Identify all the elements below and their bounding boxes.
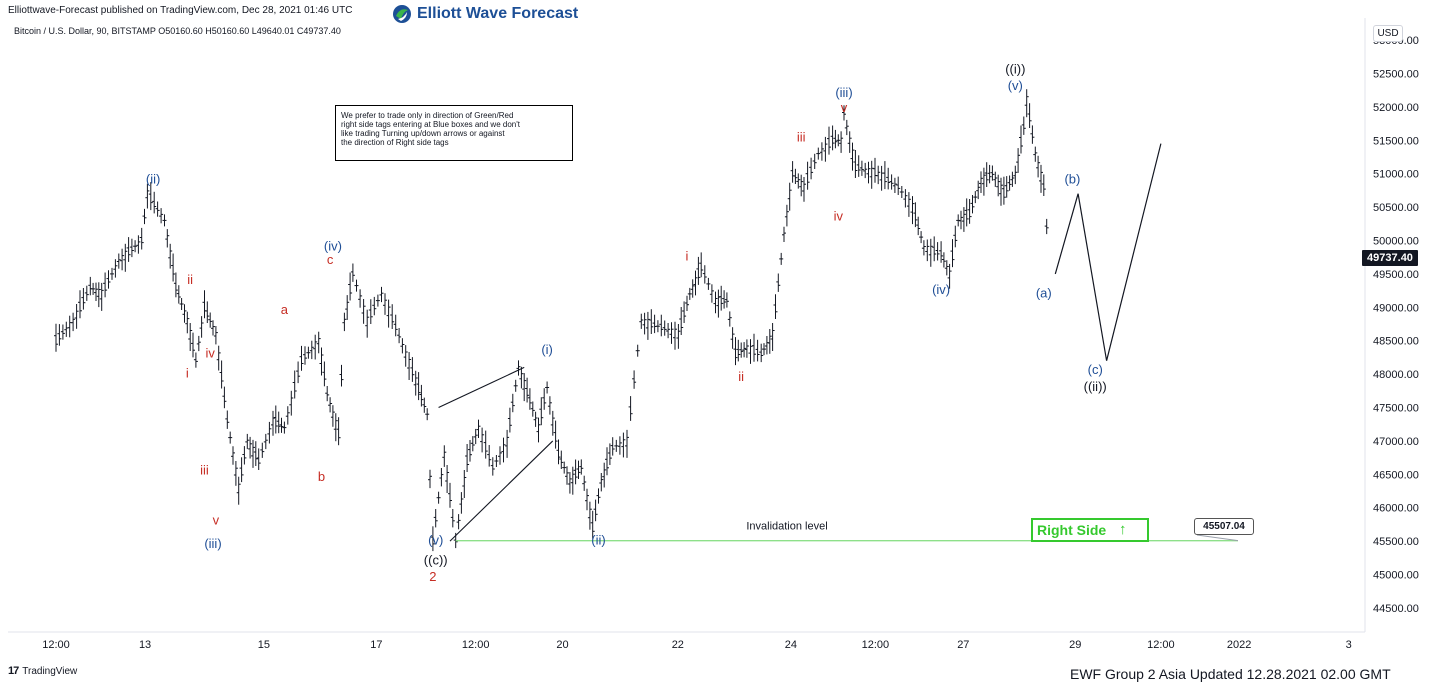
x-tick-label: 22 — [672, 639, 684, 651]
x-tick-label: 27 — [957, 639, 969, 651]
y-tick-label: 45000.00 — [1373, 570, 1419, 582]
invalidation-leader-line — [1196, 534, 1239, 542]
x-tick-label: 12:00 — [1147, 639, 1175, 651]
right-side-label: Right Side — [1037, 522, 1107, 538]
wave-label: (iii) — [204, 536, 221, 551]
y-tick-label: 50000.00 — [1373, 235, 1419, 247]
brand-name: Elliott Wave Forecast — [417, 5, 579, 22]
x-tick-label: 20 — [556, 639, 568, 651]
y-tick-label: 51500.00 — [1373, 135, 1419, 147]
y-tick-label: 46000.00 — [1373, 503, 1419, 515]
wave-projection-path — [1054, 143, 1162, 361]
wave-label: v — [213, 512, 220, 527]
y-tick-label: 44500.00 — [1373, 603, 1419, 615]
ewf-globe-icon — [393, 5, 411, 23]
wedge-trendline — [449, 440, 554, 542]
wave-label: (v) — [1008, 78, 1023, 93]
wave-label: c — [327, 252, 334, 267]
published-credit: Elliottwave-Forecast published on Tradin… — [8, 5, 353, 16]
wave-label: (i) — [541, 342, 553, 357]
currency-badge[interactable]: USD — [1373, 25, 1403, 42]
wave-label: ii — [738, 369, 744, 384]
x-tick-label: 15 — [258, 639, 270, 651]
wave-label: ((ii)) — [1084, 379, 1107, 394]
x-tick-label: 2022 — [1227, 639, 1251, 651]
tradingview-logo-text: TradingView — [22, 665, 78, 677]
trading-note-box: We prefer to trade only in direction of … — [335, 105, 573, 161]
wave-label: i — [186, 366, 189, 381]
invalidation-price-label: 45507.04 — [1194, 518, 1254, 535]
note-line: We prefer to trade only in direction of … — [341, 111, 514, 120]
y-tick-label: 52500.00 — [1373, 68, 1419, 80]
wave-label: (ii) — [146, 172, 160, 187]
brand-logo: Elliott Wave Forecast — [392, 4, 578, 24]
wave-label: iv — [834, 208, 844, 223]
right-side-tag: Right Side ↑ — [1031, 518, 1149, 542]
x-tick-label: 12:00 — [862, 639, 890, 651]
wave-label: v — [841, 100, 848, 115]
wave-label: ((c)) — [424, 553, 448, 568]
x-tick-label: 17 — [370, 639, 382, 651]
wave-labels: (ii)iiiiviiiv(iii)abc(iv)(v)((c))2(i)(ii… — [146, 62, 1107, 585]
note-line: the direction of Right side tags — [341, 138, 449, 147]
update-timestamp: EWF Group 2 Asia Updated 12.28.2021 02.0… — [1070, 666, 1391, 682]
y-tick-label: 47500.00 — [1373, 403, 1419, 415]
y-axis: 53000.0052500.0052000.0051500.0051000.00… — [1364, 18, 1419, 632]
y-tick-label: 45500.00 — [1373, 536, 1419, 548]
x-tick-label: 3 — [1346, 639, 1352, 651]
wave-label: b — [318, 469, 325, 484]
wave-label: (iv) — [324, 239, 342, 254]
x-tick-label: 13 — [139, 639, 151, 651]
x-tick-label: 12:00 — [42, 639, 70, 651]
y-tick-label: 52000.00 — [1373, 102, 1419, 114]
wave-label: a — [281, 302, 289, 317]
wave-label: (a) — [1036, 285, 1052, 300]
x-tick-label: 29 — [1069, 639, 1081, 651]
wave-label: (ii) — [591, 533, 605, 548]
y-tick-label: 46500.00 — [1373, 469, 1419, 481]
wave-label: iii — [797, 130, 806, 145]
up-arrow-icon: ↑ — [1119, 521, 1127, 538]
y-tick-label: 50500.00 — [1373, 202, 1419, 214]
wave-label: i — [686, 249, 689, 264]
y-tick-label: 51000.00 — [1373, 169, 1419, 181]
x-axis: 12:00 13 15 17 12:00 20 22 24 12:00 27 29 12:00 2022… — [8, 631, 1365, 651]
y-tick-label: 47000.00 — [1373, 436, 1419, 448]
invalidation-label: Invalidation level — [746, 521, 827, 533]
wave-label: iii — [200, 462, 209, 477]
y-tick-label: 48000.00 — [1373, 369, 1419, 381]
tradingview-logo[interactable]: 17 TradingView — [8, 665, 77, 677]
tradingview-mark-icon: 17 — [8, 665, 19, 677]
last-price-label: 49737.40 — [1362, 250, 1418, 266]
wave-label: ((i)) — [1005, 62, 1025, 77]
y-tick-label: 49500.00 — [1373, 269, 1419, 281]
y-tick-label: 48500.00 — [1373, 336, 1419, 348]
wedge-trendline — [438, 366, 525, 409]
note-line: right side tags entering at Blue boxes a… — [341, 120, 520, 129]
wave-overlays: Invalidation level — [438, 143, 1239, 542]
note-line: like trading Turning up/down arrows or a… — [341, 129, 505, 138]
y-tick-label: 49000.00 — [1373, 302, 1419, 314]
wave-label: (iv) — [932, 282, 950, 297]
wave-label: 2 — [429, 569, 436, 584]
symbol-ohlc-line: Bitcoin / U.S. Dollar, 90, BITSTAMP O501… — [14, 26, 341, 36]
wave-label: (c) — [1088, 362, 1103, 377]
wave-label: (v) — [428, 533, 443, 548]
x-tick-label: 24 — [785, 639, 797, 651]
wave-label: (iii) — [835, 85, 852, 100]
price-bars — [54, 89, 1049, 552]
x-tick-label: 12:00 — [462, 639, 490, 651]
wave-label: iv — [206, 345, 216, 360]
wave-label: ii — [187, 272, 193, 287]
wave-label: (b) — [1064, 172, 1080, 187]
